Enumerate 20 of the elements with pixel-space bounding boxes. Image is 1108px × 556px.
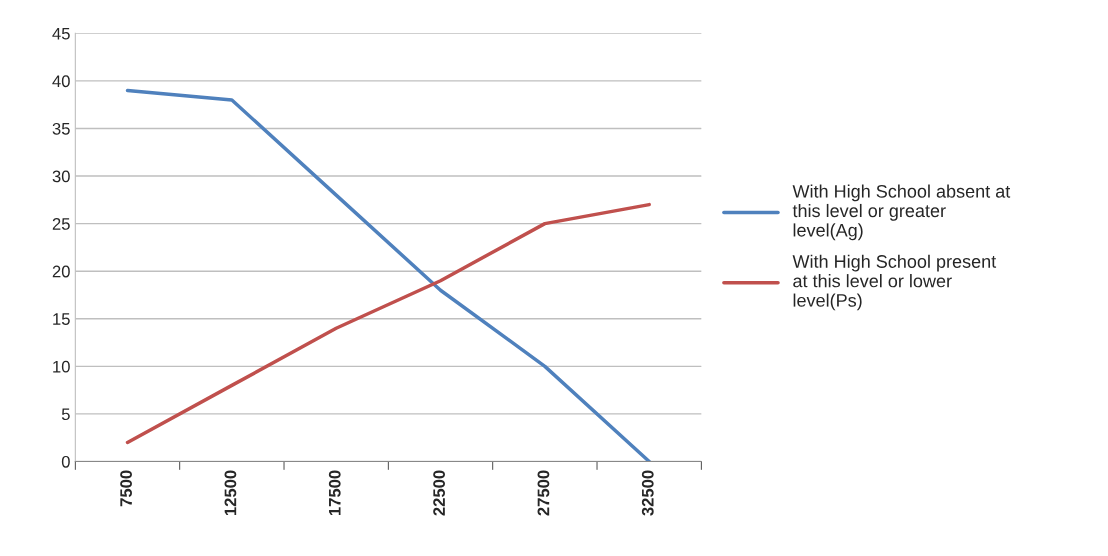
- y-tick-label: 20: [52, 265, 70, 278]
- x-tick-label: 27500: [537, 470, 550, 516]
- x-tick-label: 7500: [120, 470, 132, 507]
- x-tick-label: 32500: [641, 470, 654, 516]
- line-series: [125, 202, 651, 445]
- legend-label: With High School absent at this level or greater level(Ag): [792, 184, 1011, 241]
- y-tick-label: 35: [52, 122, 70, 135]
- y-tick-label: 40: [52, 75, 70, 88]
- y-tick-label: 30: [52, 170, 70, 183]
- legend-label: With High School present at this level or lower level(Ps): [792, 254, 997, 311]
- x-tick-label: 12500: [224, 470, 237, 516]
- y-tick-label: 5: [61, 408, 70, 421]
- y-tick-label: 0: [61, 455, 70, 468]
- x-tick-label: 22500: [433, 470, 445, 516]
- y-tick-label: 25: [52, 218, 70, 230]
- x-tick-label: 17500: [328, 470, 341, 516]
- y-tick-label: 45: [52, 27, 70, 40]
- y-tick-label: 15: [53, 313, 70, 325]
- y-tick-label: 10: [53, 360, 70, 373]
- line-series: [125, 88, 651, 462]
